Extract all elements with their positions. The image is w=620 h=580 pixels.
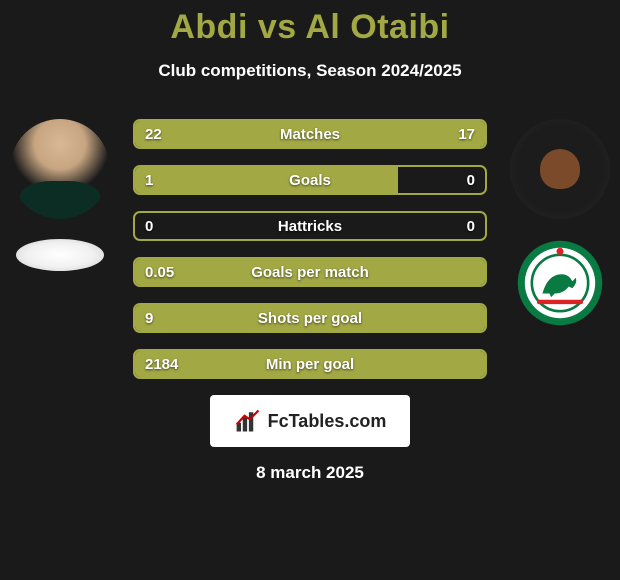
stat-label: Min per goal: [135, 351, 485, 377]
avatar-placeholder-icon: [510, 119, 610, 219]
player-left-avatar: [10, 119, 110, 219]
comparison-card: Abdi vs Al Otaibi Club competitions, Sea…: [0, 0, 620, 483]
avatar-placeholder-icon: [10, 119, 110, 219]
stat-label: Goals per match: [135, 259, 485, 285]
stat-row: 2184Min per goal: [133, 349, 487, 379]
stat-row: 9Shots per goal: [133, 303, 487, 333]
stat-label: Hattricks: [135, 213, 485, 239]
branding-chart-icon: [234, 407, 262, 435]
stat-label: Goals: [135, 167, 485, 193]
stat-label: Shots per goal: [135, 305, 485, 331]
comparison-main: 2217Matches 10Goals 00Hattricks 0.05Goals p…: [0, 119, 620, 483]
stat-row: 10Goals: [133, 165, 487, 195]
player-right-club-badge: [516, 239, 604, 327]
stats-list: 2217Matches 10Goals 00Hattricks 0.05Goals p…: [133, 119, 487, 379]
branding-label: FcTables.com: [268, 411, 387, 432]
player-right-column: [510, 119, 610, 327]
stat-row: 0.05Goals per match: [133, 257, 487, 287]
branding-link[interactable]: FcTables.com: [210, 395, 410, 447]
club-badge-icon: [516, 239, 604, 327]
player-left-club-badge: [16, 239, 104, 271]
player-right-avatar: [510, 119, 610, 219]
player-left-column: [10, 119, 110, 271]
stat-label: Matches: [135, 121, 485, 147]
stat-row: 00Hattricks: [133, 211, 487, 241]
stat-row: 2217Matches: [133, 119, 487, 149]
comparison-date: 8 march 2025: [0, 463, 620, 483]
page-subtitle: Club competitions, Season 2024/2025: [0, 61, 620, 81]
page-title: Abdi vs Al Otaibi: [0, 8, 620, 47]
